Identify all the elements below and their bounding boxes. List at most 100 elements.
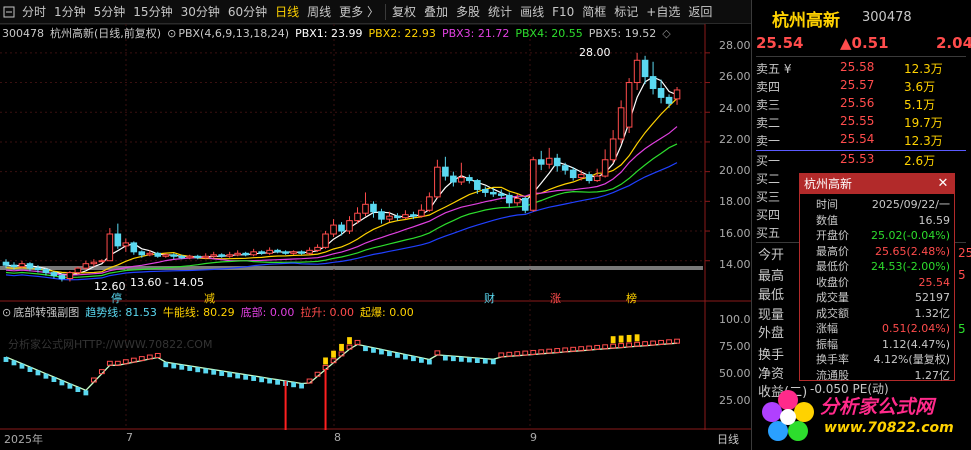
logo-url: www.70822.com [824,420,954,436]
order-book-sell-row[interactable]: 卖三 25.56 5.1万 [756,96,971,115]
legend-name: 杭州高新 [50,27,94,40]
burst-marker [618,335,624,343]
event-mark-rise[interactable]: 涨 [550,292,561,305]
popup-row: 开盘价 25.02(-0.04%) [800,228,954,244]
stock-code: 300478 [862,10,912,25]
adjust-button[interactable]: 复权 [392,4,417,19]
tab-weekly[interactable]: 周线 [307,4,332,19]
candle-body [122,242,130,247]
quote-field-label: 最高 [758,269,785,284]
sell-price: 25.56 [840,96,875,110]
popup-value: 24.53(-2.00%) [871,260,950,273]
tab-daily[interactable]: 日线 [275,4,300,19]
event-mark-reduce[interactable]: 减 [204,292,215,305]
sub-bar-up [106,360,113,366]
order-book-buy-row[interactable]: 买一 25.53 2.6万 [756,152,971,171]
sub-indicator-chart [3,334,680,430]
candle-body [561,165,569,171]
period-label[interactable]: 日线 [717,433,739,446]
sub-bar-down [203,368,209,374]
candle-body [569,169,577,179]
candle-body [497,193,505,196]
burst-marker [323,357,328,365]
candle-body [593,175,601,182]
y-tick: 16.00 [719,227,751,240]
order-book-buy-row[interactable]: 买三 [756,188,971,207]
candle-body [641,59,649,78]
event-mark-suspend[interactable]: 停 [111,292,122,305]
sub-bar-down [163,362,169,368]
popup-row: 涨幅 0.51(2.04%) [800,321,954,337]
order-book-sell-row[interactable]: 卖五 ¥ 25.58 12.3万 [756,60,971,79]
pe-value: -0.050 PE(动) [810,382,889,396]
back-button[interactable]: 返回 [688,4,713,19]
tab-60min[interactable]: 60分钟 [227,4,268,19]
y-tick-sub: 100.0 [719,313,751,326]
kline-chart[interactable] [0,0,751,450]
order-book-sell-row[interactable]: 卖一 25.54 12.3万 [756,132,971,151]
sub-bar-up [330,358,337,364]
order-book-sell-row[interactable]: 卖四 25.57 3.6万 [756,78,971,97]
multi-stock-button[interactable]: 多股 [456,4,481,19]
sub-bar-down [267,378,273,384]
sub-bar-up [346,344,353,350]
add-watchlist-button[interactable]: +自选 [646,4,681,19]
sell-price: 25.57 [840,78,875,92]
sub-bar-up [538,349,545,355]
diamond-icon[interactable]: ◇ [662,26,671,40]
candle-body [322,233,329,248]
sub-indicator-name[interactable]: 底部转强副图 [13,306,80,319]
chevron-down-icon[interactable]: ⊙ [167,26,177,40]
y-tick: 14.00 [719,258,751,271]
order-book-buy-row[interactable]: 买四 [756,206,971,225]
sub-bar-down [403,354,408,360]
sub-bar-up [146,354,153,360]
sub-bar-down [482,358,488,364]
tab-more[interactable]: 更多 〉 [339,4,379,19]
draw-line-button[interactable]: 画线 [520,4,545,19]
order-book-buy-row[interactable]: 买五 [756,224,971,243]
candle-body [234,252,241,256]
tab-30min[interactable]: 30分钟 [180,4,220,19]
candle-body [114,233,122,247]
candle-body [26,263,34,269]
order-book-buy-row[interactable]: 买二 [756,170,971,189]
chevron-down-icon[interactable]: ⊙ [2,305,12,319]
overlay-button[interactable]: 叠加 [424,4,449,19]
simple-frame-button[interactable]: 简框 [582,4,607,19]
event-mark-rank[interactable]: 榜 [626,292,637,305]
sub-bar-down [83,390,89,396]
candle-body [665,96,673,104]
popup-value: 25.54 [918,275,951,289]
legend-pbx3: PBX3: 21.72 [441,26,510,40]
tab-15min[interactable]: 15分钟 [133,4,173,19]
settings-icon[interactable] [0,0,18,24]
mark-button[interactable]: 标记 [614,4,639,19]
sub-bar-up [554,348,561,354]
event-mark-finance[interactable]: 财 [484,292,495,305]
candle-body [633,59,641,84]
sub-bar-up [514,351,521,357]
candle-body [673,89,681,100]
tab-5min[interactable]: 5分钟 [93,4,126,19]
order-book-sell-row[interactable]: 卖二 25.55 19.7万 [756,114,971,133]
f10-button[interactable]: F10 [552,4,575,19]
candle-body [202,255,210,259]
candle-body [58,275,66,280]
candle-body [354,212,361,222]
buy-level-label: 买五 [756,226,781,240]
popup-value: 1.32亿 [914,306,951,320]
tab-intraday[interactable]: 分时 [22,4,47,19]
candle-body [346,220,353,232]
sell-level-label: 卖一 [756,134,781,148]
current-price: 25.54 [756,34,804,52]
tab-1min[interactable]: 1分钟 [54,4,86,19]
legend-indicator[interactable]: PBX(4,6,9,13,18,24) [178,26,290,40]
popup-header[interactable]: 杭州高新 ✕ [800,174,954,194]
close-icon[interactable]: ✕ [937,176,949,191]
sub-bar-up [618,343,625,349]
candle-body [585,174,593,182]
stats-button[interactable]: 统计 [488,4,513,19]
popup-key: 成交量 [816,291,849,304]
popup-key: 收盘价 [816,275,849,289]
